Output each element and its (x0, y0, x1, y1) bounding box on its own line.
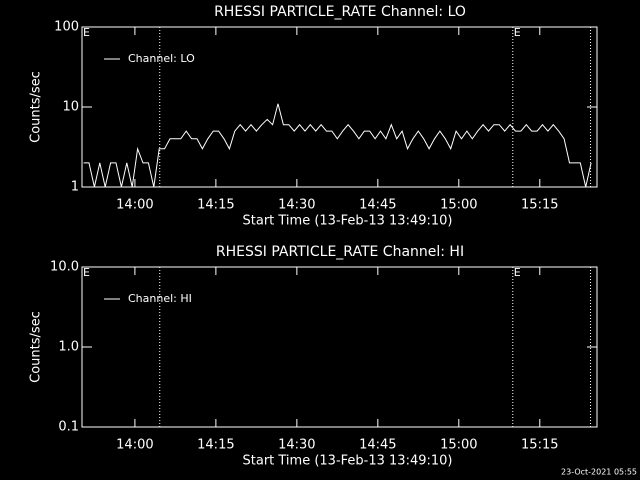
x-tick-label: 14:45 (359, 198, 396, 213)
chart-title: RHESSI PARTICLE_RATE Channel: LO (214, 4, 466, 20)
y-tick-label: 0.1 (58, 420, 79, 435)
x-tick-label: 14:00 (116, 198, 153, 213)
x-tick-label: 14:30 (278, 438, 315, 453)
annotation: E (514, 26, 521, 39)
annotation: E (83, 266, 90, 279)
x-axis-title: Start Time (13-Feb-13 13:49:10) (243, 454, 453, 469)
x-tick-label: 15:00 (440, 198, 477, 213)
y-tick-label: 100 (54, 20, 79, 35)
y-tick-label: 1.0 (58, 340, 79, 355)
annotation: E (83, 26, 90, 39)
x-tick-label: 14:15 (197, 198, 234, 213)
annotation: E (514, 266, 521, 279)
y-axis-title: Counts/sec (29, 311, 44, 383)
y-axis-title: Counts/sec (29, 71, 44, 143)
y-tick-label: 1 (71, 180, 79, 195)
y-tick-label: 10.0 (50, 260, 79, 275)
legend-label: Channel: LO (128, 52, 195, 65)
chart-title: RHESSI PARTICLE_RATE Channel: HI (216, 244, 464, 260)
x-tick-label: 14:45 (359, 438, 396, 453)
x-tick-label: 14:00 (116, 438, 153, 453)
footer: 23-Oct-2021 05:55 (561, 468, 637, 477)
legend-label: Channel: HI (128, 292, 192, 305)
x-tick-label: 15:15 (521, 198, 558, 213)
x-axis-title: Start Time (13-Feb-13 13:49:10) (243, 214, 453, 229)
x-tick-label: 14:30 (278, 198, 315, 213)
data-line (83, 103, 592, 188)
x-tick-label: 15:15 (521, 438, 558, 453)
y-tick-label: 10 (62, 100, 79, 115)
x-tick-label: 15:00 (440, 438, 477, 453)
x-tick-label: 14:15 (197, 438, 234, 453)
